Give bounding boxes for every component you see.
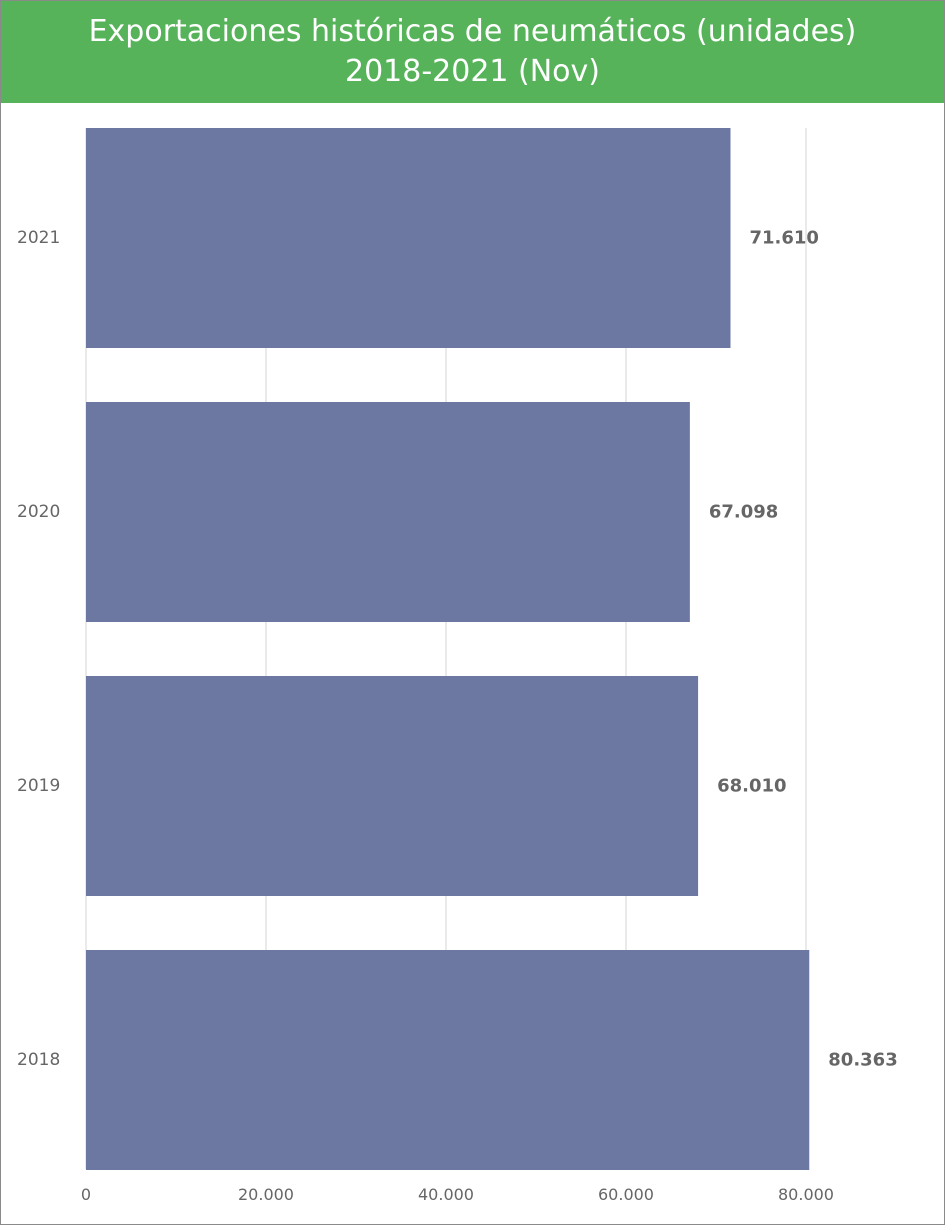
chart-title-line-1: Exportaciones históricas de neumáticos (… xyxy=(88,14,857,49)
data-label-2021: 71.610 xyxy=(749,228,818,249)
bar-2021 xyxy=(86,128,731,348)
y-tick-label-2020: 2020 xyxy=(17,502,60,522)
x-tick-label-2: 40.000 xyxy=(418,1185,474,1204)
chart-title-bar: Exportaciones históricas de neumáticos (… xyxy=(1,1,944,103)
y-tick-label-2021: 2021 xyxy=(17,228,60,248)
bar-2019 xyxy=(86,676,699,896)
y-tick-label-2019: 2019 xyxy=(17,776,60,796)
data-label-2019: 68.010 xyxy=(717,776,786,797)
y-tick-label-2018: 2018 xyxy=(17,1050,60,1070)
data-label-2018: 80.363 xyxy=(828,1050,897,1071)
chart-title-line-2: 2018-2021 (Nov) xyxy=(344,54,600,89)
x-tick-label-3: 60.000 xyxy=(598,1185,654,1204)
x-tick-label-4: 80.000 xyxy=(778,1185,834,1204)
x-tick-label-1: 20.000 xyxy=(238,1185,294,1204)
x-tick-label-0: 0 xyxy=(81,1185,91,1204)
bar-2018 xyxy=(86,950,810,1170)
data-label-2020: 67.098 xyxy=(709,502,778,523)
bar-2020 xyxy=(86,402,690,622)
